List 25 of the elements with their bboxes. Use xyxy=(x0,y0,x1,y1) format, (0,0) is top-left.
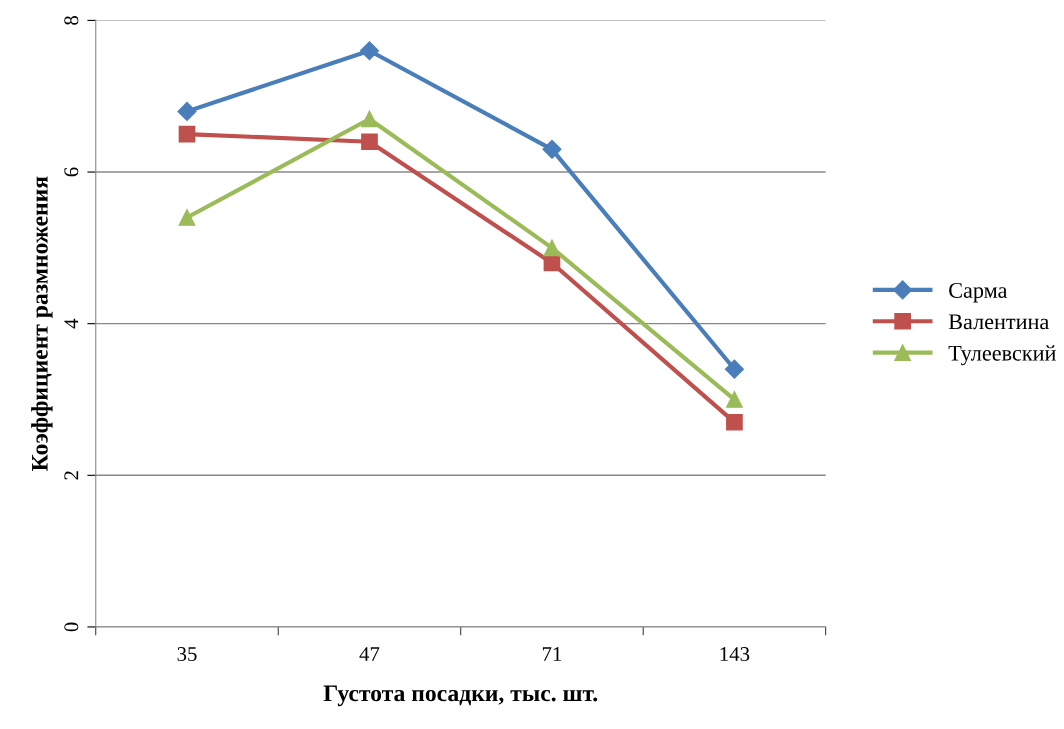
point xyxy=(361,110,378,128)
legend-label: Валентина xyxy=(948,314,1049,330)
point xyxy=(178,125,196,143)
y-tick-label: 2 xyxy=(64,471,79,480)
y-tick-label: 8 xyxy=(64,16,79,25)
y-tick-label: 4 xyxy=(64,318,79,329)
x-tick-label: 143 xyxy=(720,647,750,662)
point xyxy=(359,41,380,61)
point xyxy=(726,413,743,431)
point xyxy=(724,359,744,379)
y-axis-title: Коэффициент размножения xyxy=(31,176,53,471)
x-tick-label: 35 xyxy=(177,647,197,662)
x-tick-label: 71 xyxy=(542,647,562,661)
y-tick-label: 6 xyxy=(64,167,79,177)
legend-label: Тулеевский xyxy=(948,345,1056,366)
y-tick-label: 0 xyxy=(64,622,79,632)
point xyxy=(361,133,378,151)
x-tick-label: 47 xyxy=(359,647,380,661)
point xyxy=(177,101,197,121)
legend-label: Сарма xyxy=(949,282,1008,303)
x-axis-title: Густота посадки, тыс. шт. xyxy=(323,685,598,707)
point xyxy=(542,139,562,159)
point xyxy=(543,239,561,257)
point xyxy=(178,209,196,226)
point xyxy=(726,391,743,408)
